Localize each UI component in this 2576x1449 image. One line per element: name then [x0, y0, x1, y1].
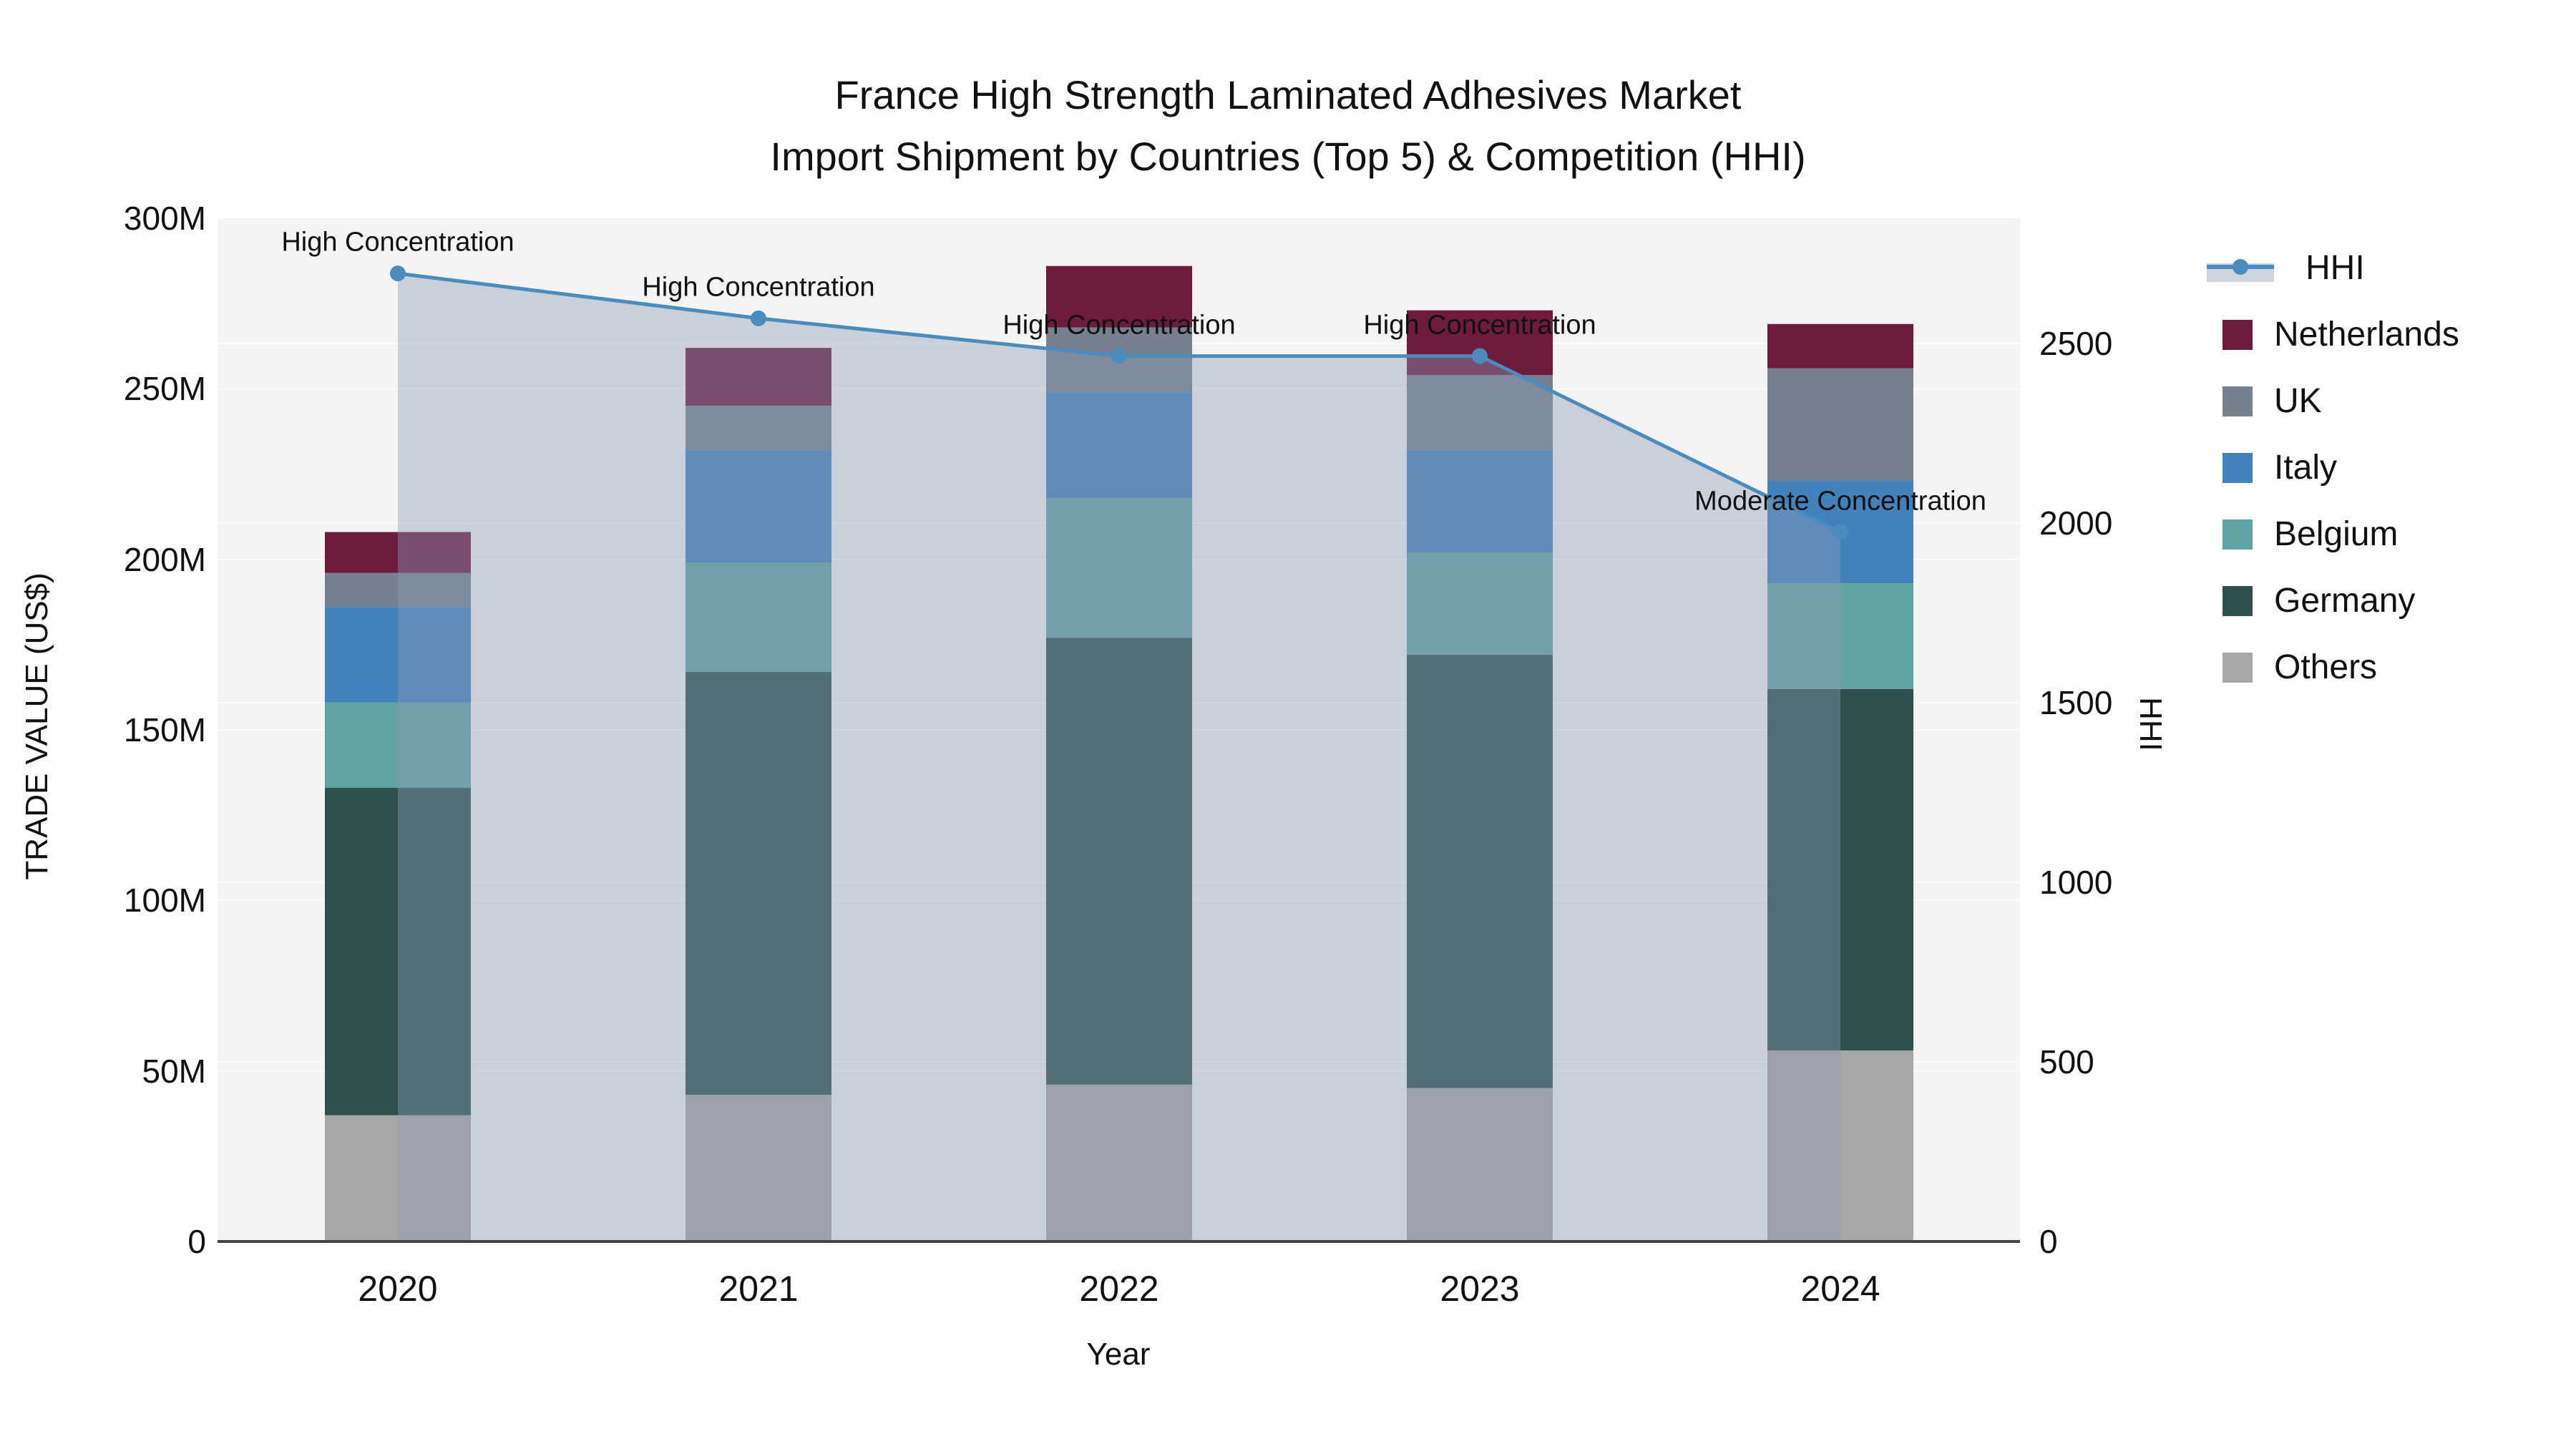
y-left-tick-50M: 50M: [142, 1052, 206, 1090]
y-right-tick-2000: 2000: [2039, 504, 2113, 542]
annotation-2021: High Concentration: [642, 272, 875, 303]
y-left-tick-100M: 100M: [123, 882, 206, 919]
legend-swatch-uk: [2223, 386, 2253, 416]
bar-segment-others-2021[interactable]: [686, 1095, 831, 1241]
x-tick-2020: 2020: [358, 1269, 438, 1309]
bar-segment-uk-2020[interactable]: [325, 572, 471, 608]
x-axis-title: Year: [1086, 1337, 1151, 1372]
y-left-tick-250M: 250M: [123, 370, 206, 408]
legend-label-netherlands: Netherlands: [2274, 316, 2459, 353]
legend-swatch-italy: [2223, 452, 2253, 483]
bar-segment-belgium-2023[interactable]: [1407, 552, 1553, 655]
bar-segment-others-2023[interactable]: [1407, 1088, 1553, 1242]
annotation-2020: High Concentration: [281, 227, 514, 258]
legend-swatch-germany: [2223, 585, 2253, 616]
y-axis-title-left: TRADE VALUE (US$): [19, 572, 54, 880]
x-tick-2023: 2023: [1440, 1269, 1520, 1309]
x-tick-2024: 2024: [1800, 1269, 1880, 1309]
legend-hhi-marker-dot: [2233, 258, 2248, 275]
legend-label-belgium: Belgium: [2274, 515, 2399, 553]
hhi-marker-2022[interactable]: [1111, 348, 1127, 364]
bar-segment-netherlands-2020[interactable]: [325, 532, 471, 573]
legend-hhi-line-icon: [2207, 253, 2274, 283]
y-left-tick-0: 0: [187, 1223, 206, 1260]
legend-item-germany[interactable]: Germany: [2207, 581, 2415, 620]
bar-segment-netherlands-2021[interactable]: [686, 348, 831, 406]
bar-segment-germany-2022[interactable]: [1046, 638, 1192, 1085]
legend-item-uk[interactable]: UK: [2207, 381, 2322, 421]
legend-swatch-belgium: [2223, 519, 2253, 550]
y-right-tick-2500: 2500: [2039, 325, 2113, 362]
hhi-marker-2020[interactable]: [390, 265, 406, 282]
y-right-tick-0: 0: [2039, 1223, 2058, 1260]
bar-segment-netherlands-2022[interactable]: [1046, 265, 1192, 328]
legend-swatch-others: [2223, 652, 2253, 683]
legend-item-hhi[interactable]: HHI: [2207, 248, 2365, 288]
y-left-tick-150M: 150M: [123, 711, 206, 748]
hhi-marker-2021[interactable]: [751, 310, 766, 326]
y-right-tick-500: 500: [2039, 1043, 2094, 1080]
bar-segment-italy-2023[interactable]: [1407, 450, 1553, 553]
bar-segment-germany-2020[interactable]: [325, 788, 471, 1116]
bar-segment-germany-2024[interactable]: [1767, 688, 1913, 1051]
bar-segment-belgium-2021[interactable]: [686, 562, 831, 672]
annotation-2022: High Concentration: [1002, 310, 1236, 341]
bar-segment-others-2020[interactable]: [325, 1115, 471, 1241]
legend-label-others: Others: [2274, 648, 2378, 686]
bar-segment-uk-2023[interactable]: [1407, 375, 1553, 451]
legend-label-uk: UK: [2274, 382, 2322, 420]
bar-segment-uk-2021[interactable]: [686, 406, 831, 451]
bar-segment-netherlands-2024[interactable]: [1767, 323, 1913, 369]
y-right-tick-1000: 1000: [2039, 864, 2113, 901]
bar-segment-netherlands-2023[interactable]: [1407, 310, 1553, 376]
chart-title-line-2: Import Shipment by Countries (Top 5) & C…: [770, 134, 1806, 179]
chart-title-line-1: France High Strength Laminated Adhesives…: [834, 72, 1742, 117]
annotation-2024: Moderate Concentration: [1694, 486, 1986, 517]
legend-item-belgium[interactable]: Belgium: [2207, 514, 2398, 554]
x-tick-2022: 2022: [1079, 1269, 1159, 1309]
hhi-marker-2024[interactable]: [1833, 524, 1848, 540]
x-tick-2021: 2021: [718, 1269, 799, 1309]
legend-item-italy[interactable]: Italy: [2207, 448, 2337, 487]
bar-segment-belgium-2022[interactable]: [1046, 497, 1192, 638]
legend-label-italy: Italy: [2274, 449, 2338, 487]
legend-item-others[interactable]: Others: [2207, 648, 2377, 687]
bar-segment-others-2022[interactable]: [1046, 1084, 1192, 1241]
annotation-2023: High Concentration: [1363, 310, 1596, 341]
legend-swatch-netherlands: [2223, 319, 2253, 350]
bar-segment-germany-2021[interactable]: [686, 671, 831, 1096]
bar-segment-belgium-2020[interactable]: [325, 702, 471, 789]
y-right-tick-1500: 1500: [2039, 684, 2113, 721]
legend-label-hhi: HHI: [2306, 249, 2365, 287]
legend-item-netherlands[interactable]: Netherlands: [2207, 315, 2459, 354]
y-left-tick-200M: 200M: [123, 540, 206, 578]
bar-segment-italy-2021[interactable]: [686, 450, 831, 563]
bar-segment-others-2024[interactable]: [1767, 1050, 1913, 1241]
bar-segment-germany-2023[interactable]: [1407, 655, 1553, 1088]
legend-label-germany: Germany: [2274, 582, 2416, 620]
bar-segment-belgium-2024[interactable]: [1767, 583, 1913, 689]
hhi-marker-2023[interactable]: [1472, 348, 1488, 364]
bar-segment-italy-2020[interactable]: [325, 607, 471, 703]
bar-segment-italy-2022[interactable]: [1046, 392, 1192, 498]
y-axis-title-right: HHI: [2133, 697, 2168, 751]
hhi-area-fill: [398, 273, 1840, 1241]
bar-segment-uk-2024[interactable]: [1767, 368, 1913, 482]
y-left-tick-300M: 300M: [123, 200, 206, 237]
